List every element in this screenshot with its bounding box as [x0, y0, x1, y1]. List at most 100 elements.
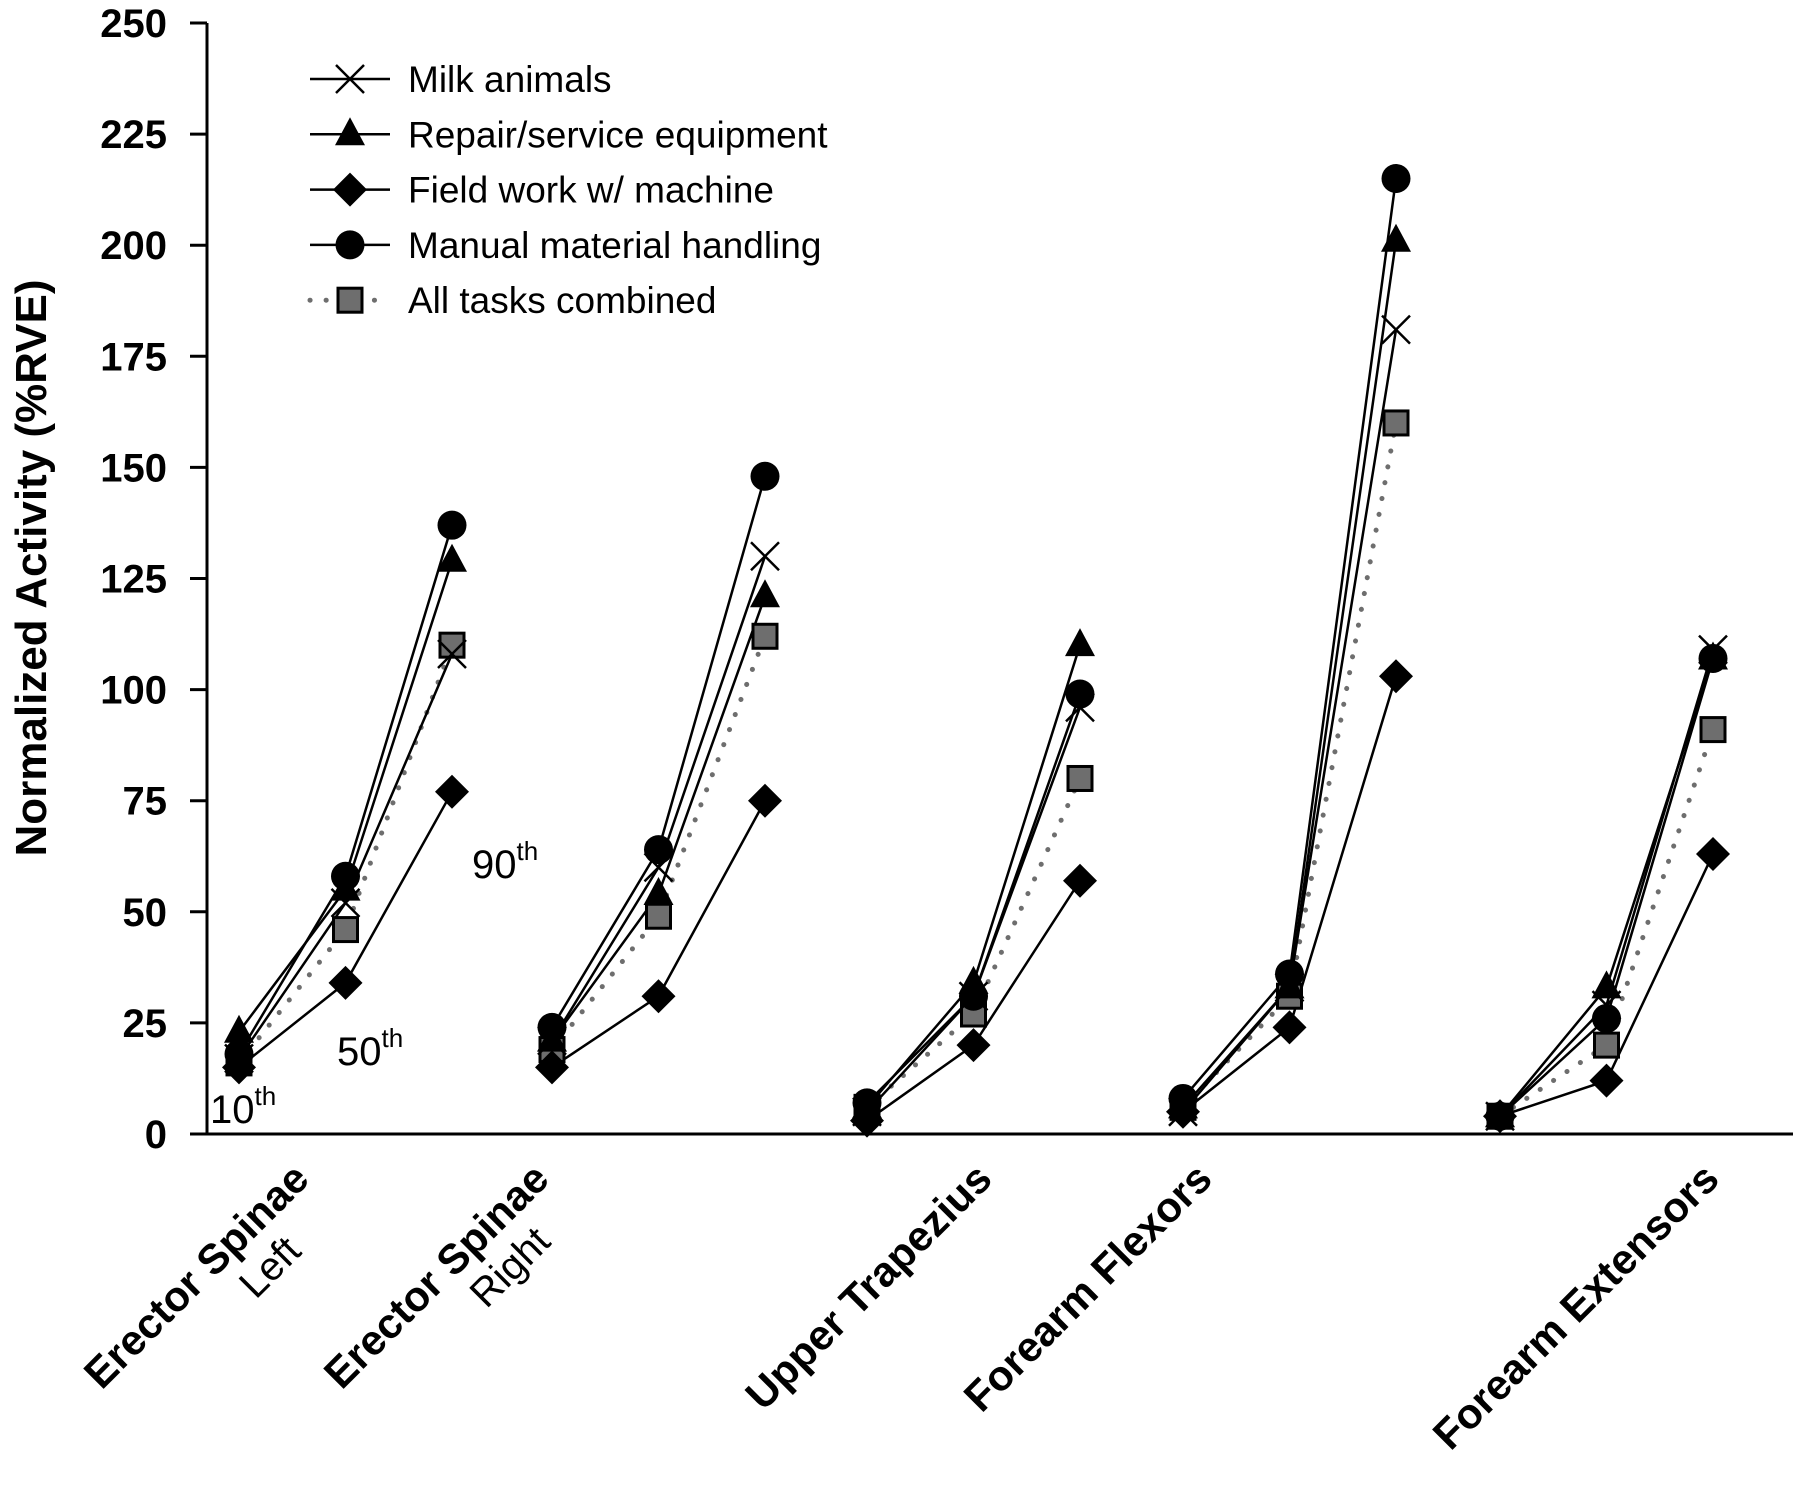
y-tick-label: 75: [123, 780, 168, 824]
category-label-main: Upper Trapezius: [736, 1154, 1000, 1418]
marker-diamond-shape: [1063, 863, 1097, 898]
annotation-90th: 90th: [472, 836, 538, 887]
marker-triangle-shape: [1065, 628, 1095, 657]
marker-square-shape: [1699, 716, 1727, 744]
marker-triangle-shape: [643, 877, 674, 906]
legend-item: All tasks combined: [307, 280, 716, 321]
series-line-segment: [1182, 675, 1398, 1113]
marker-diamond-shape: [1696, 837, 1730, 872]
marker-circle-shape: [1698, 643, 1728, 673]
marker-square-shape: [1382, 409, 1410, 437]
marker-triangle-shape: [1591, 970, 1622, 999]
data-point: [956, 1028, 991, 1063]
data-point: [751, 622, 779, 650]
data-point: [644, 835, 673, 865]
data-point: [959, 981, 988, 1011]
marker-x-stroke: [437, 639, 467, 669]
y-axis-title: Normalized Activity (%RVE): [7, 279, 56, 856]
data-point: [1592, 1003, 1621, 1033]
y-tick-label: 25: [123, 1002, 168, 1046]
marker-circle-shape: [959, 981, 988, 1011]
data-point: [331, 861, 360, 891]
marker-x-stroke: [335, 64, 365, 94]
y-tick-label: 200: [100, 224, 167, 268]
marker-circle-shape: [537, 1012, 567, 1042]
series-markers: [224, 164, 1728, 1131]
data-point: [1593, 1031, 1620, 1059]
y-tick-label: 100: [100, 669, 167, 713]
marker-circle-shape: [224, 1039, 254, 1069]
data-point: [1698, 643, 1728, 673]
data-point: [1382, 409, 1410, 437]
data-point: [437, 639, 467, 669]
data-point: [1591, 970, 1622, 999]
legend-marker-triangle: [335, 117, 365, 146]
marker-circle-shape: [437, 510, 467, 540]
marker-triangle-shape: [224, 1014, 254, 1043]
data-point: [1381, 223, 1411, 252]
y-tick-label: 125: [100, 558, 167, 602]
annotation-10th: 10th: [210, 1081, 276, 1132]
marker-circle-shape: [1275, 959, 1304, 989]
data-point: [1379, 659, 1413, 694]
data-point: [645, 902, 672, 930]
marker-x-stroke: [750, 541, 780, 572]
marker-square-shape: [1066, 764, 1094, 792]
annotation-superscript: th: [382, 1023, 404, 1053]
marker-circle-shape: [331, 861, 360, 891]
annotation-50th: 50th: [337, 1023, 403, 1074]
marker-circle-shape: [750, 461, 780, 491]
marker-triangle-shape: [750, 579, 780, 608]
marker-square-shape: [751, 622, 779, 650]
data-point: [750, 461, 780, 491]
legend-marker-circle: [335, 230, 365, 260]
legend-item: Manual material handling: [310, 225, 821, 266]
marker-square-shape: [645, 902, 672, 930]
series-layer: [222, 164, 1730, 1138]
legend-label: All tasks combined: [408, 280, 716, 321]
legend: Milk animals Repair/service equipment Fiel…: [307, 59, 828, 321]
category-label: Forearm Extensors: [1424, 1154, 1728, 1458]
data-point: [1381, 314, 1411, 345]
y-tick-label: 250: [100, 2, 167, 46]
data-point: [1699, 716, 1727, 744]
legend-label: Field work w/ machine: [408, 170, 774, 211]
marker-circle-shape: [1168, 1083, 1198, 1113]
series-line-segment: [550, 475, 767, 1028]
annotation-superscript: th: [255, 1081, 277, 1111]
marker-square-shape: [336, 286, 364, 314]
annotation-superscript: th: [517, 836, 539, 866]
y-tick-label: 225: [100, 113, 167, 157]
data-point: [224, 1014, 254, 1043]
data-point: [643, 877, 674, 906]
annotation-number: 90: [472, 843, 517, 887]
data-point: [750, 541, 780, 572]
data-point: [1066, 764, 1094, 792]
legend-item: Milk animals: [310, 59, 612, 100]
legend-marker-diamond: [333, 172, 367, 207]
data-point: [435, 774, 469, 809]
legend-label: Milk animals: [408, 59, 612, 100]
category-label: Upper Trapezius: [736, 1154, 1000, 1418]
marker-square-shape: [332, 916, 359, 944]
data-point: [748, 783, 782, 818]
annotation-number: 50: [337, 1030, 382, 1074]
axes: 0 25 50 75 100 125 150 175 200 225 250: [100, 2, 1793, 1157]
legend-item: Field work w/ machine: [310, 170, 774, 211]
data-point: [1381, 164, 1411, 194]
data-point: [1589, 1063, 1624, 1098]
data-point: [537, 1012, 567, 1042]
marker-circle-shape: [335, 230, 365, 260]
data-point: [1696, 837, 1730, 872]
data-point: [1485, 1101, 1515, 1131]
marker-circle-shape: [1592, 1003, 1621, 1033]
data-point: [224, 1039, 254, 1069]
data-point: [328, 965, 363, 1000]
series-markers: [222, 659, 1730, 1138]
data-point: [1065, 628, 1095, 657]
